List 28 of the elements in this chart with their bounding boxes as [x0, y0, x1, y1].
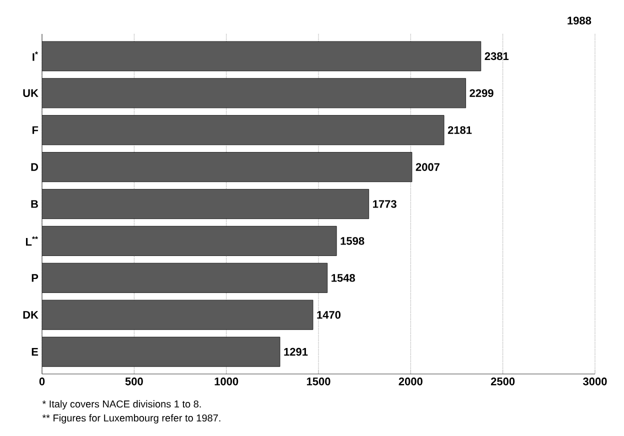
y-tick-label: L$^{**}$	[26, 236, 38, 246]
data-label: 1470	[317, 310, 341, 319]
y-tick-label: D	[31, 163, 38, 171]
text: ** Figures for Luxembourg refer to 1987.	[42, 414, 220, 424]
x-tick-label: 3000	[583, 378, 607, 386]
x-tick-label: 1500	[306, 378, 330, 386]
x-tick-label: 0	[39, 378, 45, 386]
x-tick-label: 2500	[490, 378, 515, 386]
chart-title: 1988	[568, 16, 592, 24]
data-label: 1773	[373, 200, 396, 208]
y-tick-label: F	[32, 126, 38, 134]
data-label: 1548	[332, 274, 355, 282]
x-tick-label: 2000	[398, 378, 422, 386]
x-tick-label: 500	[125, 378, 143, 386]
x-tick-label: 1000	[214, 378, 238, 386]
y-tick-label: I$^{*}$	[32, 52, 38, 61]
y-tick-label: E	[32, 348, 38, 356]
data-label: 2181	[448, 126, 472, 134]
data-label: 2007	[416, 163, 440, 171]
y-tick-label: B	[31, 200, 38, 208]
y-tick-label: P	[32, 274, 38, 282]
data-label: 1598	[340, 237, 364, 245]
text: * Italy covers NACE divisions 1 to 8.	[42, 400, 201, 410]
data-label: 2381	[484, 52, 509, 60]
y-tick-label: DK	[23, 311, 38, 319]
y-tick-label: UK	[23, 89, 38, 97]
data-label: 1291	[284, 348, 308, 356]
data-label: 2299	[470, 89, 494, 98]
